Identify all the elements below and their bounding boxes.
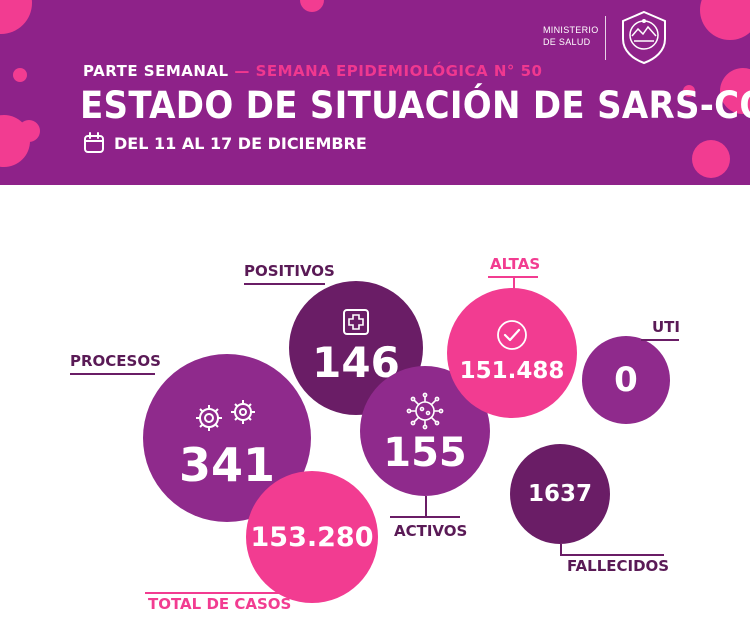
total-casos-leader-line (145, 592, 293, 594)
altas-circle: 151.488 (447, 288, 577, 418)
positivos-value: 146 (312, 338, 400, 387)
gears-icon (196, 400, 255, 431)
fallecidos-label: FALLECIDOS (567, 557, 670, 575)
activos-leader-line (390, 516, 460, 518)
ministry-line1: MINISTERIO (543, 25, 599, 35)
date-range: DEL 11 AL 17 DE DICIEMBRE (82, 131, 367, 155)
positivos-label: POSITIVOS (244, 262, 335, 280)
decor-bubble (692, 140, 730, 178)
procesos-value: 341 (178, 438, 276, 492)
ministry-name: MINISTERIO DE SALUD (543, 24, 599, 48)
altas-label: ALTAS (490, 255, 541, 273)
activos-leader-line (425, 496, 427, 516)
uti-leader-line (641, 339, 679, 341)
activos-label: ACTIVOS (394, 522, 468, 540)
plus-icon (343, 309, 369, 335)
decor-bubble (720, 68, 750, 114)
date-text: DEL 11 AL 17 DE DICIEMBRE (114, 133, 367, 153)
activos-value: 155 (383, 430, 467, 476)
uti-value: 0 (614, 360, 638, 400)
procesos-leader-line (70, 373, 155, 375)
fallecidos-circle: 1637 (510, 444, 610, 544)
check-icon (497, 319, 527, 350)
ministry-line2: DE SALUD (543, 37, 591, 47)
decor-bubble (18, 120, 40, 142)
fallecidos-value: 1637 (527, 480, 592, 507)
header-banner: PARTE SEMANAL — SEMANA EPIDEMIOLÓGICA N°… (0, 0, 750, 185)
decor-bubble (13, 68, 27, 82)
total-casos-value: 153.280 (250, 521, 374, 553)
fallecidos-leader-line (560, 544, 562, 554)
calendar-icon (84, 132, 104, 153)
decor-bubble (700, 0, 750, 40)
kicker-main: PARTE SEMANAL (83, 62, 229, 80)
ministry-divider (605, 16, 606, 60)
uti-circle: 0 (582, 336, 670, 424)
altas-leader-line (513, 276, 515, 290)
total-casos-circle: 153.280 (246, 471, 378, 603)
province-seal-icon (622, 10, 666, 65)
procesos-label: PROCESOS (70, 352, 161, 370)
report-kicker: PARTE SEMANAL — SEMANA EPIDEMIOLÓGICA N°… (83, 62, 542, 80)
decor-bubble (300, 0, 324, 12)
kicker-week: — SEMANA EPIDEMIOLÓGICA N° 50 (234, 62, 543, 80)
positivos-leader-line (244, 283, 325, 285)
decor-bubble (683, 85, 695, 97)
page-title: ESTADO DE SITUACIÓN DE SARS-COV-2 (80, 84, 750, 127)
fallecidos-leader-line (560, 554, 664, 556)
decor-bubble (0, 0, 32, 34)
uti-label: UTI (652, 318, 680, 336)
altas-value: 151.488 (459, 357, 565, 384)
virus-icon (406, 392, 444, 430)
total-casos-label: TOTAL DE CASOS (148, 595, 292, 613)
